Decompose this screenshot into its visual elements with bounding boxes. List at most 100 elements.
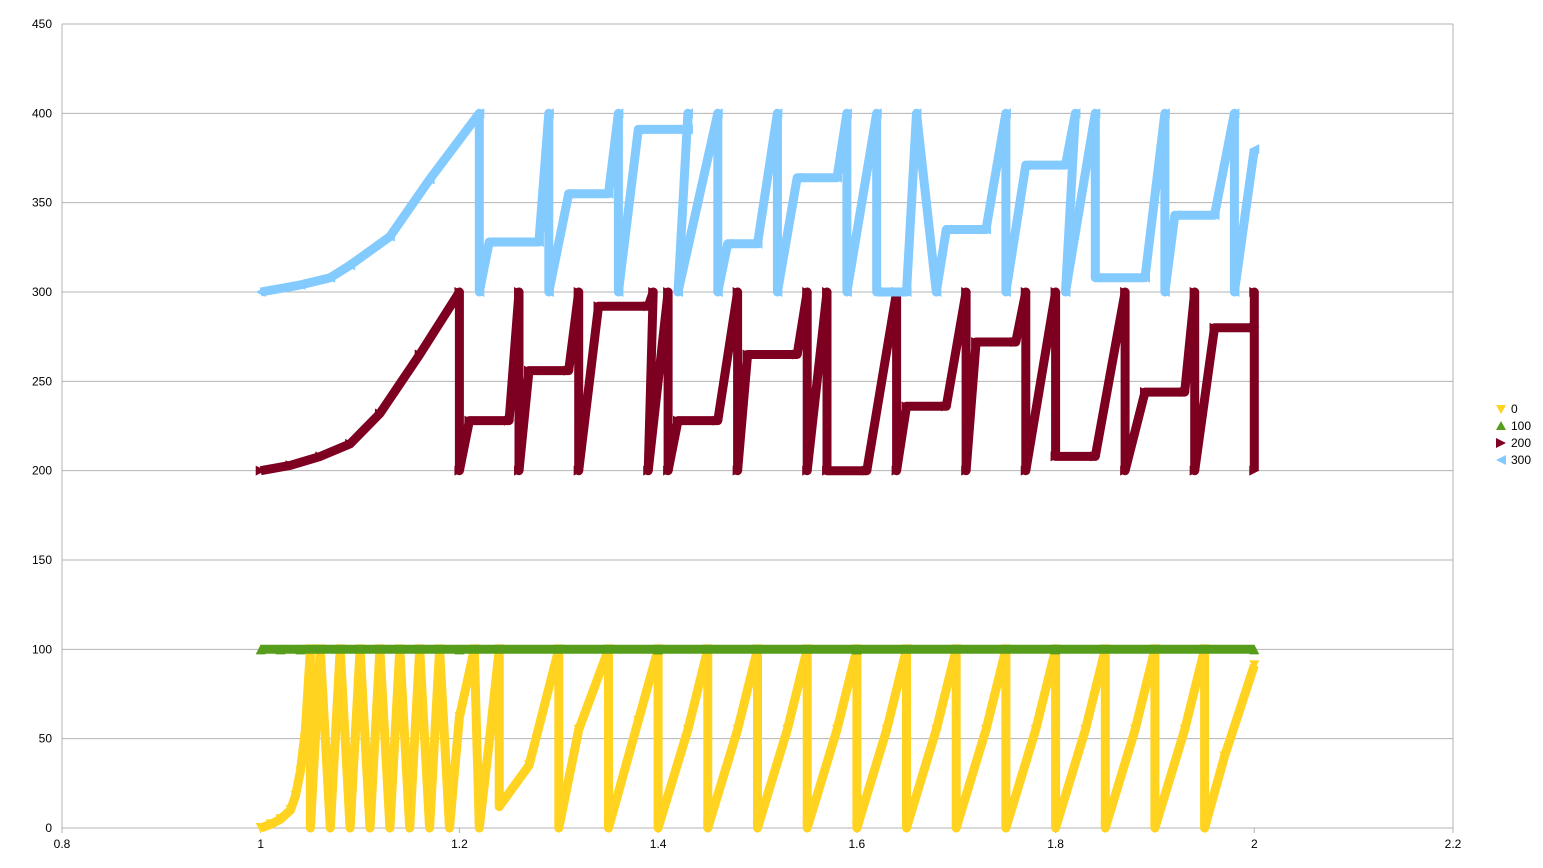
data-point: [384, 823, 395, 833]
data-point: [901, 823, 912, 833]
data-point: [523, 365, 534, 376]
data-point: [533, 236, 544, 247]
data-point: [384, 231, 395, 242]
data-point: [345, 260, 356, 271]
data-point: [255, 465, 266, 476]
data-point: [255, 823, 266, 833]
data-point: [345, 438, 356, 449]
data-point: [523, 760, 534, 771]
data-point: [782, 724, 793, 735]
x-tick-label: 1.8: [1047, 837, 1064, 851]
data-point: [1179, 387, 1190, 398]
data-point: [1120, 287, 1131, 297]
data-point: [1199, 823, 1210, 833]
legend-label-0: 0: [1511, 401, 1518, 416]
legend-marker-300: [1496, 454, 1506, 465]
data-point: [1020, 160, 1031, 171]
data-point: [1249, 644, 1260, 655]
data-point: [1070, 108, 1081, 119]
data-point: [722, 238, 733, 249]
data-point: [941, 224, 952, 235]
data-point: [822, 287, 833, 297]
data-point: [1209, 210, 1220, 221]
data-point: [484, 236, 495, 247]
data-point: [673, 415, 684, 426]
data-point: [1159, 108, 1170, 119]
data-point: [553, 823, 564, 833]
legend-item-200: 200: [1494, 434, 1531, 451]
data-point: [1159, 287, 1170, 297]
data-point: [752, 823, 763, 833]
data-point: [712, 287, 723, 297]
data-point: [1090, 451, 1101, 462]
data-point: [643, 465, 654, 476]
data-point: [603, 823, 614, 833]
y-tick-label: 200: [32, 464, 52, 478]
legend-item-0: 0: [1494, 400, 1531, 417]
data-point: [613, 108, 624, 119]
legend-label-300: 300: [1511, 452, 1532, 467]
data-point: [424, 174, 435, 185]
y-tick-label: 400: [32, 106, 52, 120]
data-point: [841, 108, 852, 119]
legend-marker-0: [1496, 404, 1506, 414]
data-point: [494, 801, 505, 812]
x-tick-label: 0.8: [54, 837, 71, 851]
data-point: [295, 644, 306, 655]
data-point: [295, 765, 306, 776]
data-point: [831, 724, 842, 735]
data-point: [1139, 272, 1150, 283]
data-point: [454, 465, 465, 476]
data-point: [1000, 823, 1011, 833]
data-point: [682, 108, 693, 119]
data-point: [663, 287, 674, 297]
data-point: [275, 814, 286, 825]
data-point: [1249, 322, 1260, 333]
data-point: [1130, 724, 1141, 735]
data-point: [603, 188, 614, 199]
data-point: [732, 465, 743, 476]
data-point: [931, 724, 942, 735]
data-point: [1249, 287, 1260, 297]
axis-layer: 0 50 100 150 200 250 300 350 400 450 0.8 1 1.2 1.4 1.6…: [32, 17, 1462, 851]
data-point: [1090, 108, 1101, 119]
data-point: [613, 287, 624, 297]
data-point: [1139, 387, 1150, 398]
data-point: [474, 287, 485, 297]
x-tick-label: 2: [1251, 837, 1258, 851]
data-point: [285, 460, 296, 471]
data-point: [1249, 465, 1260, 476]
data-point: [1060, 287, 1071, 297]
data-point: [295, 279, 306, 290]
data-point: [543, 108, 554, 119]
data-point: [802, 823, 813, 833]
data-point: [1209, 322, 1220, 333]
data-point: [961, 287, 972, 297]
data-point: [404, 823, 415, 833]
data-point: [1219, 751, 1230, 762]
legend-item-100: 100: [1494, 417, 1531, 434]
data-point: [543, 287, 554, 297]
data-point: [663, 465, 674, 476]
data-point: [871, 108, 882, 119]
data-point: [1249, 144, 1260, 155]
data-point: [365, 823, 376, 833]
data-point: [653, 823, 664, 833]
data-point: [901, 287, 912, 297]
y-tick-label: 50: [39, 732, 53, 746]
data-point: [290, 790, 301, 801]
data-point: [673, 287, 684, 297]
y-tick-label: 250: [32, 374, 52, 388]
data-point: [345, 823, 356, 833]
data-point: [931, 287, 942, 297]
data-point: [474, 823, 485, 833]
data-point: [682, 724, 693, 735]
data-point: [861, 465, 872, 476]
y-tick-label: 150: [32, 553, 52, 567]
data-point: [792, 349, 803, 360]
data-point: [514, 287, 525, 297]
data-point: [1060, 160, 1071, 171]
y-tick-label: 350: [32, 196, 52, 210]
data-point: [742, 349, 753, 360]
